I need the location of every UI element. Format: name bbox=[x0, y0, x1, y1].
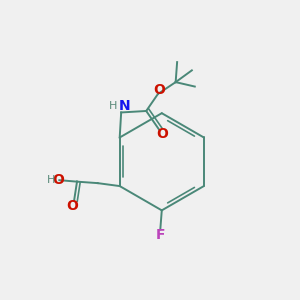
Text: O: O bbox=[156, 127, 168, 141]
Text: N: N bbox=[118, 99, 130, 113]
Text: H: H bbox=[47, 175, 55, 184]
Text: F: F bbox=[156, 228, 165, 242]
Text: O: O bbox=[52, 172, 64, 187]
Text: H: H bbox=[109, 101, 117, 111]
Text: O: O bbox=[154, 83, 165, 98]
Text: O: O bbox=[67, 199, 79, 213]
